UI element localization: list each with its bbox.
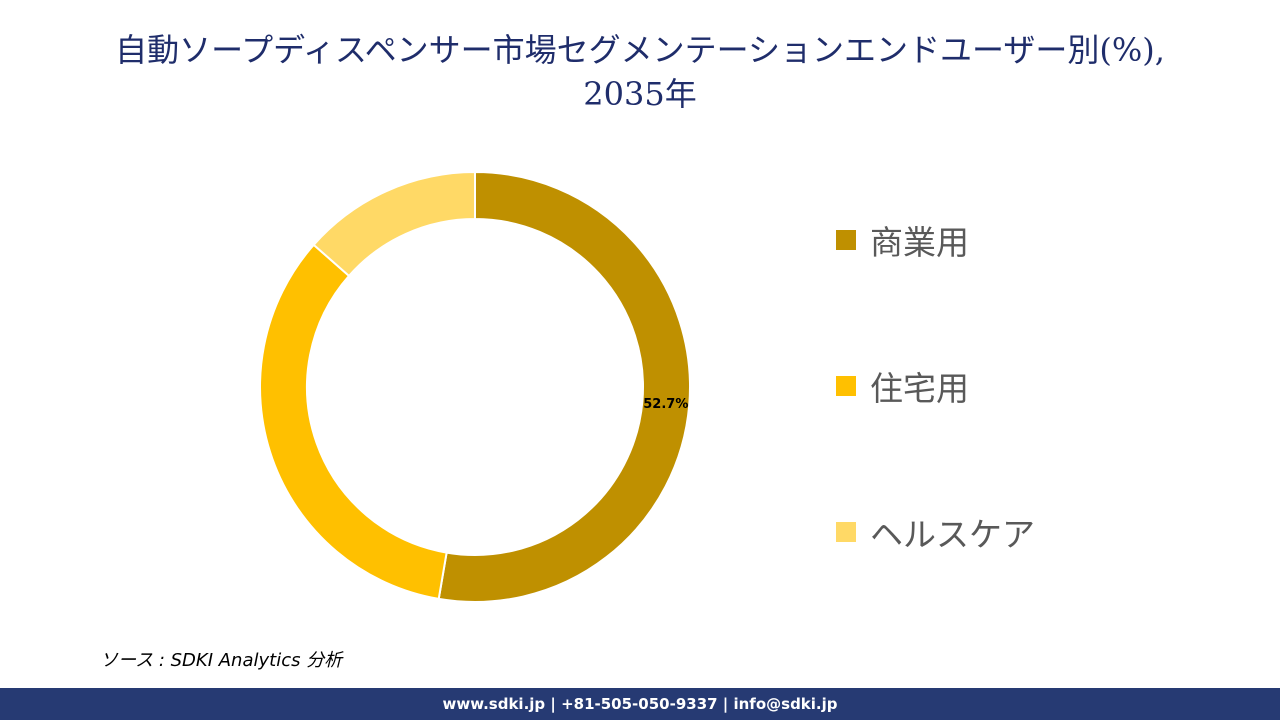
chart-title: 自動ソープディスペンサー市場セグメンテーションエンドユーザー別(%), 2035… xyxy=(20,28,1260,116)
data-label-slice-commercial: 52.7% xyxy=(643,397,688,412)
slice-commercial xyxy=(437,170,691,603)
chart-title-line1: 自動ソープディスペンサー市場セグメンテーションエンドユーザー別(%), xyxy=(115,31,1165,69)
source-note: ソース : SDKI Analytics 分析 xyxy=(100,650,343,671)
donut-chart: 52.7% xyxy=(259,170,691,603)
legend-label-healthcare: ヘルスケア xyxy=(870,515,1035,554)
slice-healthcare xyxy=(312,170,476,278)
legend-swatch-commercial xyxy=(836,230,856,250)
legend-label-residential: 住宅用 xyxy=(870,369,969,408)
footer-bar: www.sdki.jp | +81-505-050-9337 | info@sd… xyxy=(0,688,1280,720)
legend-item-healthcare: ヘルスケア xyxy=(836,508,1035,556)
chart-title-line2: 2035年 xyxy=(583,75,697,113)
legend-swatch-residential xyxy=(836,376,856,396)
legend-item-residential: 住宅用 xyxy=(836,362,969,410)
legend-label-commercial: 商業用 xyxy=(870,223,969,262)
slice-residential xyxy=(259,243,448,601)
legend-swatch-healthcare xyxy=(836,522,856,542)
legend-item-commercial: 商業用 xyxy=(836,216,969,264)
